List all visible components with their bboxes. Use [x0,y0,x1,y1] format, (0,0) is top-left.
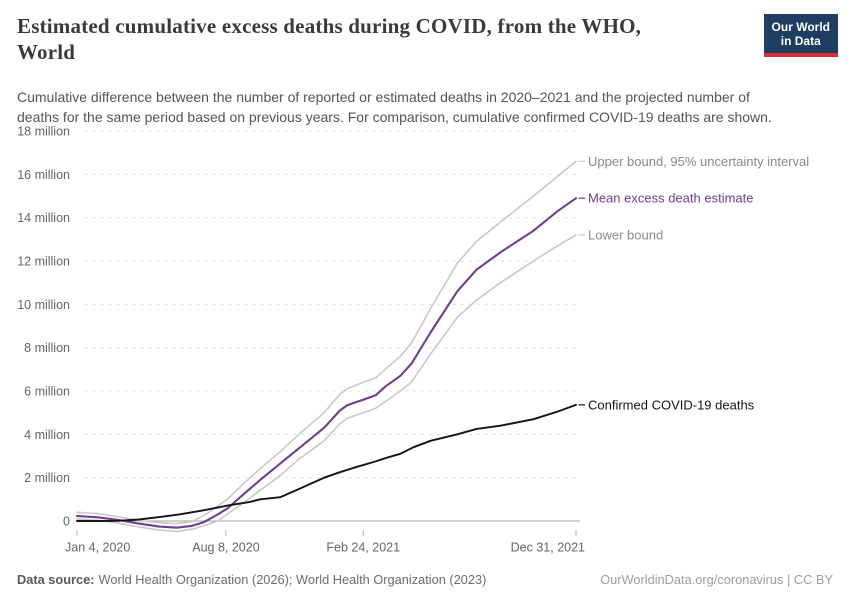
x-axis-label: Dec 31, 2021 [511,541,585,555]
data-source-value: World Health Organization (2026); World … [98,572,487,587]
y-axis-label: 16 million [17,168,70,182]
data-source-label: Data source: [17,572,95,587]
series-label-lower: Lower bound [588,227,663,242]
owid-logo-line2: in Data [780,34,821,48]
owid-logo[interactable]: Our World in Data [763,14,838,57]
owid-logo-line1: Our World [771,20,830,34]
series-line-lower [76,234,577,533]
y-axis-label: 6 million [24,384,70,398]
y-axis-label: 10 million [17,298,70,312]
series-label-mean: Mean excess death estimate [588,191,753,206]
credit-link[interactable]: OurWorldinData.org/coronavirus | CC BY [600,572,833,587]
y-axis-label: 12 million [17,254,70,268]
chart-subtitle: Cumulative difference between the number… [17,89,772,125]
y-axis-label: 18 million [17,124,70,138]
series-line-confirmed [76,403,577,522]
series-line-upper [76,160,577,525]
y-axis-label: 4 million [24,428,70,442]
y-axis-label: 14 million [17,211,70,225]
x-axis-label: Feb 24, 2021 [326,541,400,555]
data-source-note: Data source: World Health Organization (2… [17,572,486,587]
y-axis-label: 0 [63,515,70,529]
page-title: Estimated cumulative excess deaths durin… [17,14,642,64]
y-axis-label: 2 million [24,471,70,485]
y-axis-label: 8 million [24,341,70,355]
chart-footer: Data source: World Health Organization (2… [17,572,833,587]
x-axis-label: Aug 8, 2020 [192,541,259,555]
series-line-mean [75,197,578,529]
series-label-confirmed: Confirmed COVID-19 deaths [588,397,755,412]
series-label-upper: Upper bound, 95% uncertainty interval [588,154,809,169]
x-axis-label: Jan 4, 2020 [65,541,130,555]
